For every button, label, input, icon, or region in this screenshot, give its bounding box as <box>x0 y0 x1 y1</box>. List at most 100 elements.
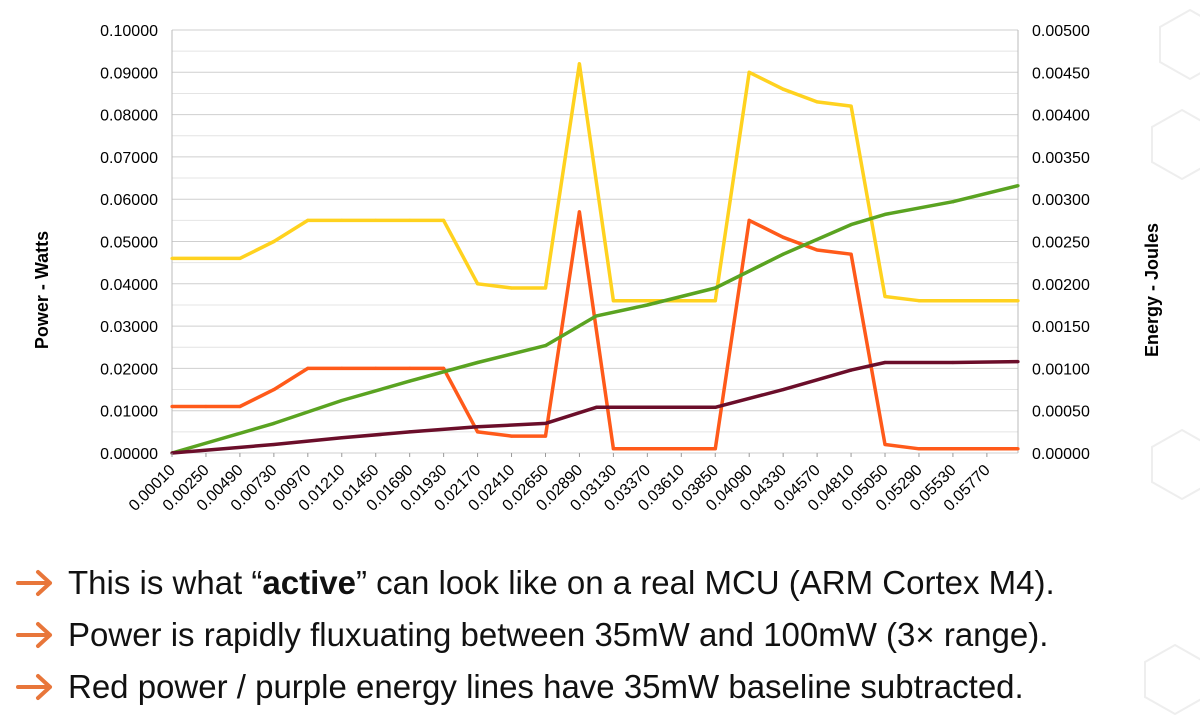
data-point <box>408 218 412 222</box>
data-point <box>679 299 683 303</box>
y-axis-title-left: Power - Watts <box>32 231 52 349</box>
y-tick-label: 0.01000 <box>100 404 158 421</box>
data-point <box>204 256 208 261</box>
data-point <box>951 200 955 204</box>
y2-tick-label: 0.00350 <box>1032 150 1090 167</box>
data-point <box>594 314 599 318</box>
data-point <box>306 366 310 370</box>
data-point <box>883 360 887 365</box>
power-energy-chart: 0.10000 0.09000 0.08000 0.07000 0.06000 0.050… <box>32 23 1162 515</box>
y-tick-label: 0.08000 <box>100 108 158 125</box>
data-point <box>543 286 548 290</box>
data-point <box>849 252 853 256</box>
data-point <box>815 248 819 252</box>
data-point <box>781 252 785 256</box>
data-point <box>747 218 751 222</box>
y2-tick-label: 0.00200 <box>1032 277 1090 294</box>
y-tick-label: 0.03000 <box>100 319 158 336</box>
data-point <box>543 343 548 348</box>
data-point <box>781 387 785 392</box>
data-point <box>645 303 649 307</box>
data-point <box>849 368 853 372</box>
data-point <box>272 239 276 244</box>
bullet-text: Power is rapidly fluxuating between 35mW… <box>68 616 1049 653</box>
y-tick-label: 0.09000 <box>100 65 158 82</box>
data-point <box>272 387 276 392</box>
bullet-text: This is what “active” can look like on a… <box>68 564 1055 601</box>
y2-tick-label: 0.00000 <box>1032 446 1090 463</box>
data-point <box>1016 447 1020 451</box>
data-point <box>713 447 717 451</box>
data-point <box>883 294 887 299</box>
y2-tick-label: 0.00050 <box>1032 404 1090 421</box>
data-point <box>883 212 887 217</box>
series-line-1 <box>172 62 1018 303</box>
data-point <box>594 405 599 409</box>
data-point <box>272 421 276 425</box>
data-point <box>306 218 310 222</box>
series-line-2 <box>172 210 1018 451</box>
data-point <box>917 447 921 451</box>
data-point <box>815 100 819 104</box>
data-point <box>475 425 480 429</box>
bullet-list: This is what “active” can look like on a… <box>16 557 1186 713</box>
data-point <box>509 286 514 290</box>
bullet-item: Red power / purple energy lines have 35m… <box>16 661 1186 713</box>
arrow-right-icon <box>16 570 52 596</box>
data-point <box>849 104 853 108</box>
data-point <box>713 286 717 290</box>
data-point <box>577 62 582 66</box>
data-point <box>204 404 208 409</box>
data-point <box>883 442 887 447</box>
y2-tick-label: 0.00400 <box>1032 108 1090 125</box>
data-point <box>1016 184 1020 188</box>
series-line-3 <box>171 184 1019 455</box>
data-point <box>272 442 276 447</box>
y-tick-label: 0.06000 <box>100 192 158 209</box>
y-axis-title-right: Energy - Joules <box>1142 223 1162 357</box>
data-point <box>170 256 174 261</box>
y-tick-label: 0.10000 <box>100 23 158 40</box>
data-point <box>747 70 751 74</box>
data-point <box>475 282 480 286</box>
data-point <box>611 447 615 451</box>
data-point <box>374 218 378 222</box>
data-point <box>340 436 344 440</box>
data-point <box>611 299 615 303</box>
data-point <box>849 222 853 227</box>
data-point <box>238 404 242 409</box>
bullet-text: Red power / purple energy lines have 35m… <box>68 668 1024 705</box>
data-point <box>340 398 344 403</box>
y-tick-label: 0.00000 <box>100 446 158 463</box>
series-line-4 <box>171 359 1019 455</box>
data-point <box>985 447 989 451</box>
data-point <box>408 366 412 370</box>
y2-tick-label: 0.00100 <box>1032 361 1090 378</box>
data-point <box>713 405 717 409</box>
y-tick-label: 0.07000 <box>100 150 158 167</box>
data-point <box>1016 299 1020 303</box>
data-point <box>713 299 717 303</box>
y2-tick-label: 0.00500 <box>1032 23 1090 40</box>
data-point <box>475 430 480 434</box>
y2-tick-label: 0.00300 <box>1032 192 1090 209</box>
data-point <box>951 447 955 451</box>
data-point <box>475 360 480 365</box>
data-point <box>645 405 649 409</box>
y2-tick-label: 0.00250 <box>1032 235 1090 252</box>
data-point <box>408 379 412 383</box>
hexagon-decoration <box>1144 8 1200 716</box>
data-point <box>985 299 989 303</box>
data-point <box>442 366 446 370</box>
data-point <box>543 434 548 438</box>
bullet-item: Power is rapidly fluxuating between 35mW… <box>16 609 1186 661</box>
data-point <box>374 366 378 370</box>
data-point <box>442 218 446 222</box>
data-point <box>543 421 548 425</box>
y-tick-label: 0.04000 <box>100 277 158 294</box>
data-point <box>1016 360 1020 364</box>
arrow-right-icon <box>16 674 52 700</box>
data-point <box>509 434 514 438</box>
data-point <box>645 447 649 451</box>
data-point <box>951 360 955 365</box>
